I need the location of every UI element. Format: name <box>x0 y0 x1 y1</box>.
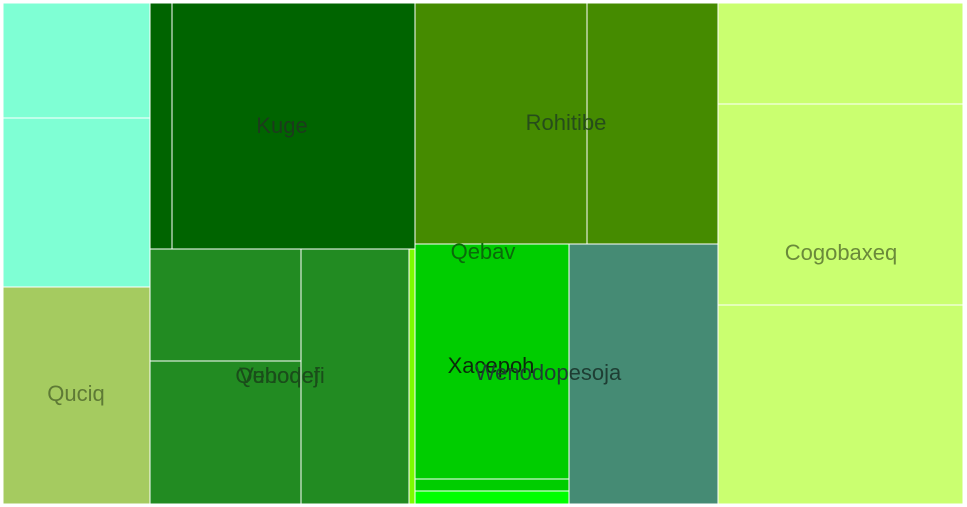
treemap-cell-rohitibe <box>414 2 588 245</box>
treemap-cell-qebav <box>408 248 416 505</box>
treemap-cell-rohitibe <box>586 2 719 245</box>
treemap-cell-xacepoh <box>414 478 570 492</box>
treemap-label-xacepoh: Xacepoh <box>448 353 535 378</box>
treemap-cell-quhoqej <box>149 360 302 505</box>
treemap-cell-xacepoh <box>414 490 570 505</box>
treemap-cell-quciq <box>2 286 151 505</box>
treemap-label-qebav: Qebav <box>451 239 516 264</box>
treemap-cell-vebodefi <box>300 248 410 505</box>
treemap-cell-wenodopesoja <box>568 243 719 505</box>
treemap-cell-kuge <box>149 2 173 250</box>
treemap-label-kuge: Kuge <box>256 113 307 138</box>
treemap-cell-cogobaxeq <box>717 2 964 105</box>
treemap-cell-quciq <box>2 2 151 119</box>
treemap-label-quhoqej: Quhoqej <box>235 363 318 388</box>
treemap-cell-xacepoh <box>414 243 570 480</box>
treemap-label-quciq: Quciq <box>47 381 104 406</box>
treemap-cell-quhoqej <box>149 248 302 362</box>
treemap-cell-quciq <box>2 117 151 288</box>
treemap-cell-cogobaxeq <box>717 103 964 306</box>
treemap-label-wenodopesoja: Wenodopesoja <box>475 360 622 385</box>
treemap-label-cogobaxeq: Cogobaxeq <box>785 240 898 265</box>
treemap-label-vebodefi: Vebodefi <box>239 363 325 388</box>
treemap-cell-cogobaxeq <box>717 304 964 505</box>
treemap-cell-kuge <box>171 2 416 250</box>
treemap-label-rohitibe: Rohitibe <box>526 110 607 135</box>
